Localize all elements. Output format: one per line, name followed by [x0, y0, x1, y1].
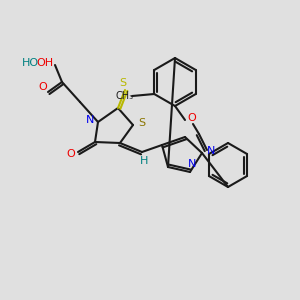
Text: S: S [119, 78, 127, 88]
Text: N: N [188, 159, 196, 169]
Text: N: N [86, 115, 94, 125]
Text: N: N [207, 146, 215, 156]
Text: O: O [39, 82, 47, 92]
Text: S: S [138, 118, 146, 128]
Text: O: O [188, 113, 196, 123]
Text: OH: OH [36, 58, 54, 68]
Text: HO: HO [21, 58, 39, 68]
Text: CH₃: CH₃ [115, 91, 133, 101]
Text: O: O [67, 149, 75, 159]
Text: H: H [140, 156, 148, 166]
